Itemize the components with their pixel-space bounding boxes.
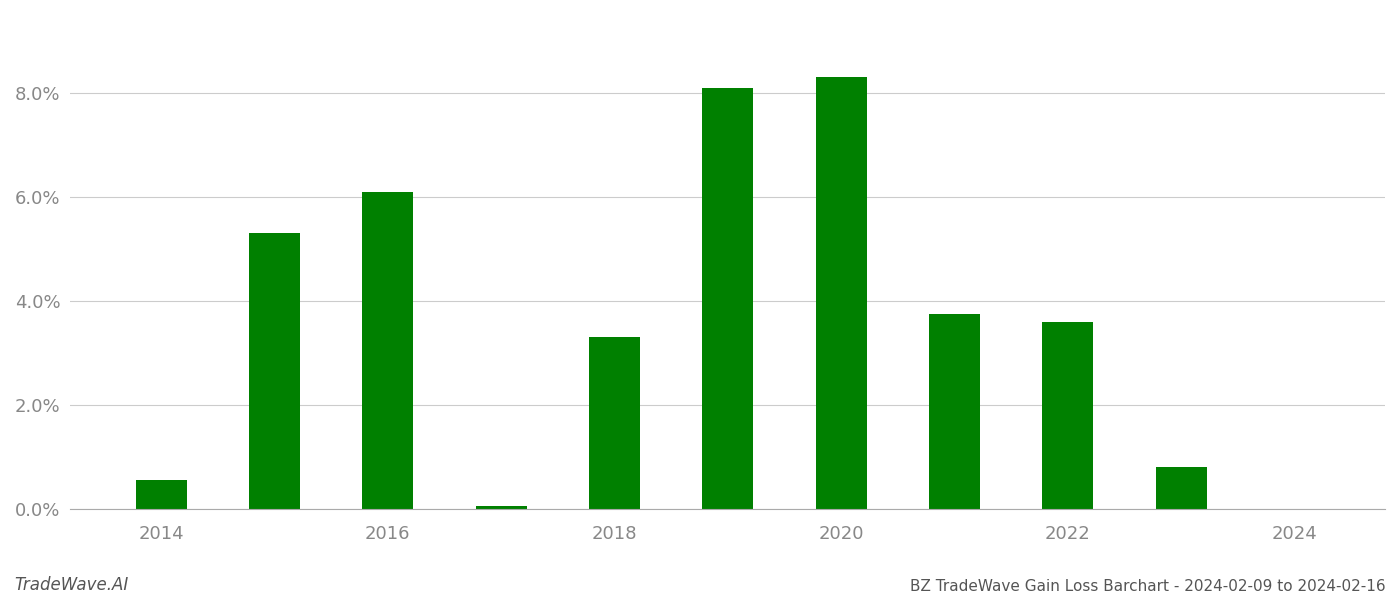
Text: TradeWave.AI: TradeWave.AI (14, 576, 129, 594)
Bar (928, 314, 980, 509)
Bar (363, 192, 413, 509)
Bar (589, 337, 640, 509)
Bar (816, 77, 867, 509)
Bar (1042, 322, 1093, 509)
Bar (249, 233, 300, 509)
Text: BZ TradeWave Gain Loss Barchart - 2024-02-09 to 2024-02-16: BZ TradeWave Gain Loss Barchart - 2024-0… (910, 579, 1386, 594)
Bar (476, 506, 526, 509)
Bar (703, 88, 753, 509)
Bar (1155, 467, 1207, 509)
Bar (136, 481, 186, 509)
